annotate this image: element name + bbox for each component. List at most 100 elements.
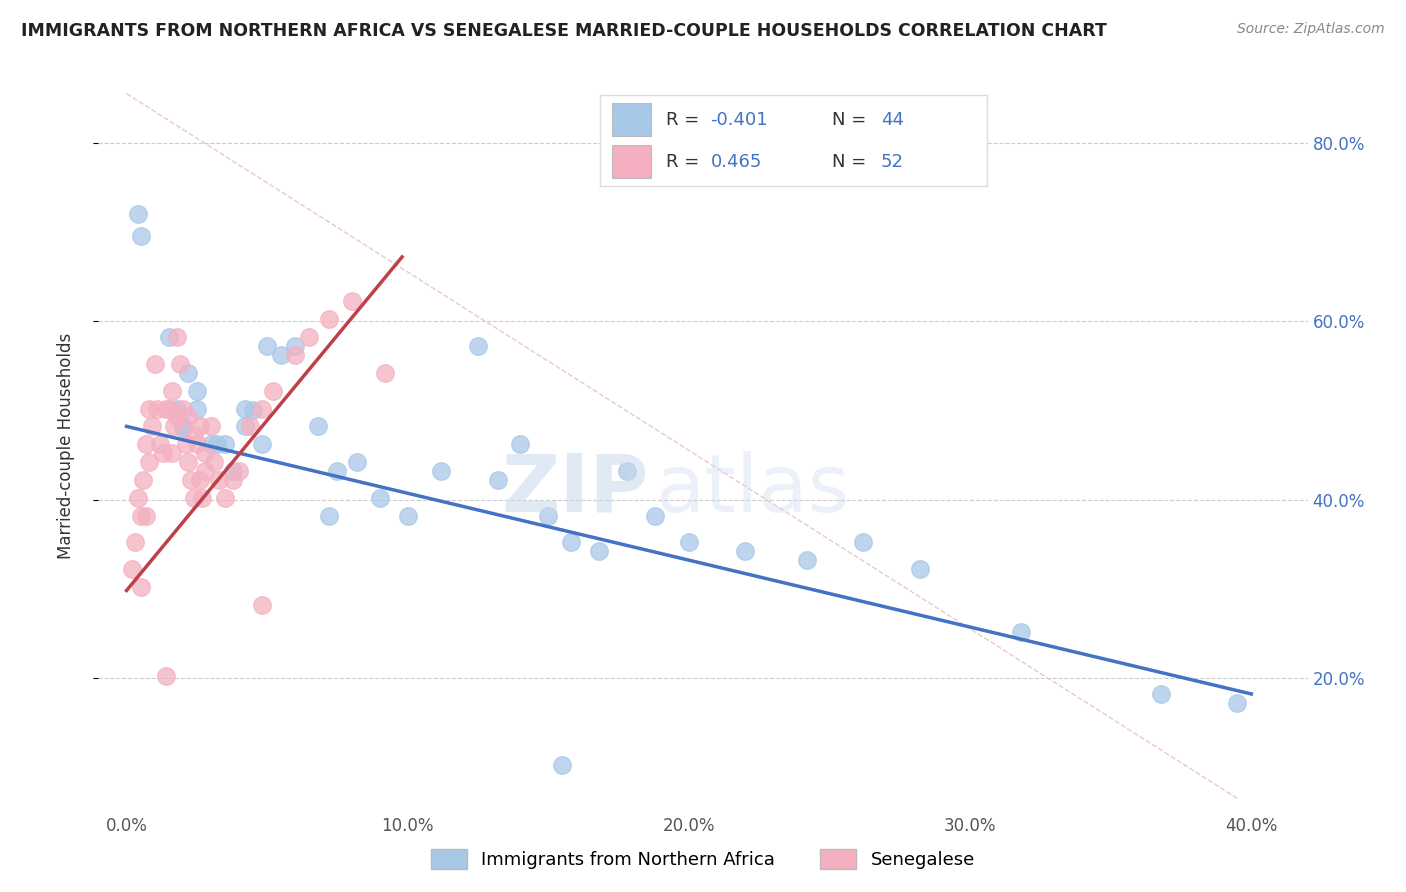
Point	[250, 401, 273, 416]
Point	[121, 562, 143, 576]
Point	[172, 401, 194, 416]
Point	[551, 758, 574, 772]
Point	[146, 401, 169, 416]
Point	[177, 455, 200, 469]
Point	[129, 580, 152, 594]
Point	[346, 455, 368, 469]
Point	[1150, 687, 1173, 701]
Point	[191, 491, 214, 505]
Point	[177, 366, 200, 380]
Point	[852, 535, 875, 549]
Point	[157, 401, 180, 416]
Point	[222, 464, 245, 478]
Point	[908, 562, 931, 576]
Point	[1010, 624, 1032, 639]
Point	[186, 384, 208, 398]
Point	[155, 401, 177, 416]
Point	[560, 535, 582, 549]
Point	[202, 455, 225, 469]
Point	[194, 464, 217, 478]
Point	[284, 339, 307, 353]
Point	[734, 544, 756, 558]
Point	[200, 419, 222, 434]
Y-axis label: Married-couple Households: Married-couple Households	[56, 333, 75, 559]
Point	[149, 437, 172, 451]
Point	[486, 473, 509, 487]
Point	[796, 553, 818, 567]
Point	[318, 508, 340, 523]
Point	[233, 401, 256, 416]
Legend: Immigrants from Northern Africa, Senegalese: Immigrants from Northern Africa, Senegal…	[422, 839, 984, 879]
Point	[180, 473, 202, 487]
Point	[256, 339, 278, 353]
Point	[298, 330, 321, 344]
Point	[152, 446, 174, 460]
Point	[270, 348, 292, 362]
Point	[166, 410, 188, 425]
Point	[467, 339, 489, 353]
Point	[205, 437, 228, 451]
Text: IMMIGRANTS FROM NORTHERN AFRICA VS SENEGALESE MARRIED-COUPLE HOUSEHOLDS CORRELAT: IMMIGRANTS FROM NORTHERN AFRICA VS SENEG…	[21, 22, 1107, 40]
Point	[233, 419, 256, 434]
Point	[214, 491, 236, 505]
Point	[169, 357, 191, 371]
Point	[588, 544, 610, 558]
Text: ZIP: ZIP	[502, 450, 648, 529]
Point	[396, 508, 419, 523]
Point	[138, 455, 160, 469]
Point	[135, 508, 157, 523]
Point	[368, 491, 391, 505]
Point	[129, 508, 152, 523]
Point	[127, 207, 149, 221]
Point	[194, 446, 217, 460]
Point	[160, 384, 183, 398]
Point	[214, 437, 236, 451]
Point	[188, 419, 211, 434]
Point	[188, 473, 211, 487]
Point	[1226, 696, 1249, 710]
Point	[250, 598, 273, 612]
Point	[132, 473, 155, 487]
Point	[172, 419, 194, 434]
Point	[174, 437, 197, 451]
Point	[183, 428, 205, 442]
Point	[166, 401, 188, 416]
Point	[318, 312, 340, 326]
Point	[239, 419, 262, 434]
Point	[208, 473, 231, 487]
Point	[160, 446, 183, 460]
Point	[172, 421, 194, 435]
Point	[157, 330, 180, 344]
Point	[183, 491, 205, 505]
Point	[155, 669, 177, 683]
Point	[129, 229, 152, 244]
Point	[616, 464, 638, 478]
Point	[143, 357, 166, 371]
Text: atlas: atlas	[655, 450, 849, 529]
Point	[200, 437, 222, 451]
Point	[262, 384, 284, 398]
Point	[163, 419, 186, 434]
Point	[326, 464, 349, 478]
Point	[186, 401, 208, 416]
Point	[374, 366, 396, 380]
Point	[509, 437, 531, 451]
Point	[340, 294, 363, 309]
Point	[141, 419, 163, 434]
Point	[124, 535, 146, 549]
Point	[284, 348, 307, 362]
Point	[678, 535, 700, 549]
Point	[166, 330, 188, 344]
Point	[127, 491, 149, 505]
Point	[228, 464, 250, 478]
Point	[138, 401, 160, 416]
Point	[250, 437, 273, 451]
Point	[430, 464, 453, 478]
Point	[644, 508, 666, 523]
Point	[222, 473, 245, 487]
Point	[186, 437, 208, 451]
Text: Source: ZipAtlas.com: Source: ZipAtlas.com	[1237, 22, 1385, 37]
Point	[135, 437, 157, 451]
Point	[307, 419, 329, 434]
Point	[537, 508, 560, 523]
